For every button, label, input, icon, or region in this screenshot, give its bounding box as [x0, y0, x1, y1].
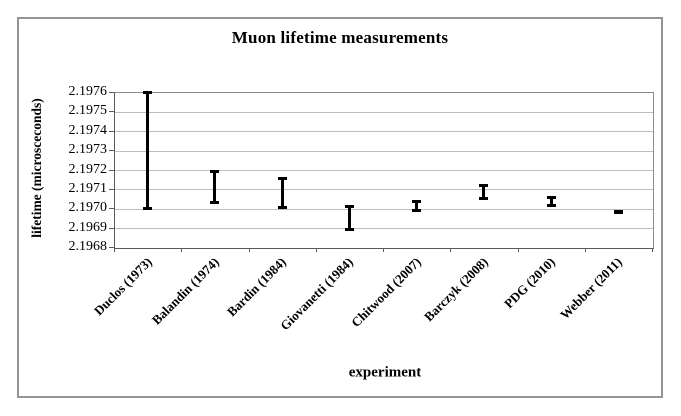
- y-tick-label: 2.1973: [68, 142, 108, 158]
- error-bar-cap-bottom: [143, 206, 152, 210]
- y-tick-label: 2.1969: [68, 219, 108, 235]
- y-tick-label: 2.1970: [68, 200, 108, 216]
- error-bar-line: [146, 92, 149, 209]
- gridline: [115, 189, 653, 191]
- gridline: [115, 111, 653, 113]
- y-tick: [109, 150, 114, 151]
- y-tick: [109, 92, 114, 93]
- x-tick: [249, 248, 250, 252]
- error-bar-cap-bottom: [210, 200, 219, 204]
- x-tick: [518, 248, 519, 252]
- error-bar-cap-bottom: [412, 208, 421, 212]
- y-tick-label: 2.1975: [68, 103, 108, 119]
- y-tick: [109, 111, 114, 112]
- plot-area: [114, 92, 654, 249]
- error-bar-cap-top: [345, 204, 354, 208]
- error-bar-cap-top: [143, 90, 152, 94]
- y-tick: [109, 247, 114, 248]
- error-bar-cap-bottom: [547, 204, 556, 208]
- error-bar-cap-top: [278, 177, 287, 181]
- x-tick: [652, 248, 653, 252]
- x-tick: [450, 248, 451, 252]
- error-bar-line: [348, 206, 351, 230]
- error-bar-cap-top: [479, 183, 488, 187]
- y-tick: [109, 189, 114, 190]
- x-tick: [316, 248, 317, 252]
- error-bar-cap-bottom: [345, 228, 354, 232]
- y-tick-label: 2.1968: [68, 239, 108, 254]
- y-tick-label: 2.1972: [68, 161, 108, 177]
- error-bar-cap-bottom: [278, 205, 287, 209]
- error-bar-cap-top: [210, 169, 219, 173]
- y-axis-title: lifetime (microsceconds): [29, 98, 44, 238]
- error-bar-cap-top: [412, 199, 421, 203]
- y-tick: [109, 170, 114, 171]
- y-tick: [109, 131, 114, 132]
- error-bar-line: [415, 201, 418, 211]
- x-tick: [114, 248, 115, 252]
- gridline: [115, 150, 653, 152]
- y-tick-label: 2.1976: [68, 84, 108, 99]
- gridline: [115, 208, 653, 210]
- error-bar-cap-bottom: [614, 211, 623, 214]
- error-bar-cap-top: [547, 196, 556, 200]
- error-bar-line: [482, 185, 485, 199]
- error-bar-line: [550, 197, 553, 206]
- y-tick-label: 2.1974: [68, 122, 108, 138]
- y-tick: [109, 208, 114, 209]
- error-bar-line: [213, 171, 216, 203]
- chart-title: Muon lifetime measurements: [231, 28, 449, 47]
- y-tick-label: 2.1971: [68, 180, 108, 196]
- x-axis-title: experiment: [348, 364, 422, 381]
- x-tick: [585, 248, 586, 252]
- x-tick: [181, 248, 182, 252]
- error-bar-line: [281, 178, 284, 208]
- error-bar-cap-bottom: [479, 197, 488, 201]
- x-tick: [383, 248, 384, 252]
- gridline: [115, 170, 653, 171]
- y-tick: [109, 228, 114, 229]
- gridline: [115, 131, 653, 133]
- gridline: [115, 228, 653, 230]
